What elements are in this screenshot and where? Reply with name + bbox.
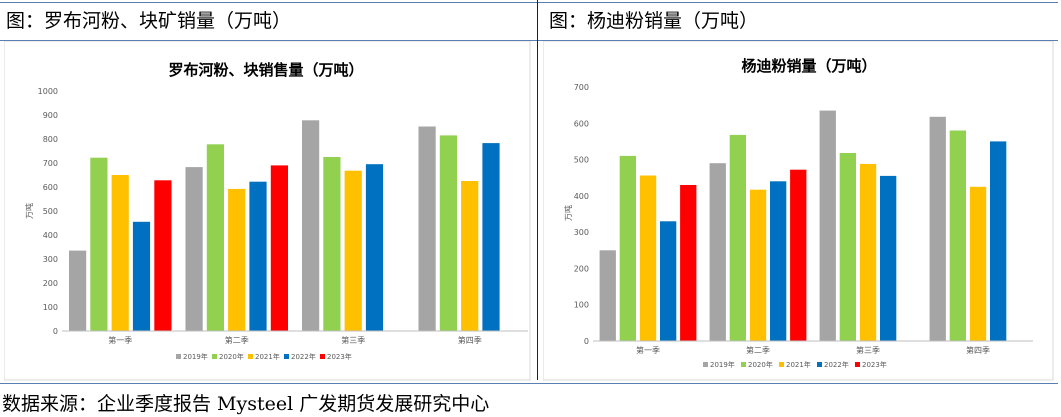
legend-swatch [855, 362, 860, 367]
bar [990, 141, 1007, 341]
bar [365, 164, 384, 331]
legend-swatch [817, 362, 822, 367]
bar [461, 181, 479, 331]
legend-label: 2019年 [183, 352, 208, 361]
y-tick-label: 300 [574, 228, 589, 237]
bar [729, 134, 746, 341]
robe-river-sales-chart: 罗布河粉、块销售量（万吨） 0 100 200 300 400 500 600 700 800 90… [4, 41, 531, 381]
chart-title: 杨迪粉销量（万吨） [741, 57, 876, 75]
bar [949, 130, 966, 341]
y-tick-label: 100 [574, 301, 589, 310]
bar [323, 157, 341, 331]
legend-swatch [176, 354, 181, 359]
x-tick-label: 第三季 [856, 345, 880, 355]
y-tick-label: 200 [43, 279, 58, 288]
legend-label: 2023年 [327, 352, 352, 361]
report-frame [0, 2, 1058, 384]
bar [270, 165, 288, 331]
bar [969, 186, 987, 341]
legend-swatch [741, 362, 746, 367]
legend-label: 2020年 [219, 352, 244, 361]
y-tick-label: 600 [43, 183, 58, 192]
y-tick-label: 800 [43, 135, 58, 144]
left-panel-title: 图：罗布河粉、块矿销量（万吨） [6, 10, 292, 32]
legend-label: 2022年 [824, 360, 849, 369]
bar [439, 135, 457, 331]
x-tick-label: 第一季 [636, 345, 660, 355]
bar [680, 185, 697, 341]
y-tick-label: 500 [43, 207, 58, 216]
bar [418, 126, 436, 331]
bar [770, 181, 787, 341]
right-panel-title: 图：杨迪粉销量（万吨） [549, 10, 759, 32]
legend-label: 2020年 [748, 360, 773, 369]
y-tick-label: 100 [43, 303, 58, 312]
bar [90, 157, 108, 331]
bar [639, 175, 657, 341]
bar [660, 221, 677, 341]
bar [132, 221, 151, 331]
y-axis-label: 万吨 [24, 203, 34, 219]
bar [880, 175, 897, 341]
y-tick-label: 300 [43, 255, 58, 264]
x-tick-label: 第一季 [108, 335, 132, 345]
legend-swatch [779, 362, 784, 367]
legend-swatch [320, 354, 325, 359]
y-tick-label: 400 [574, 192, 589, 201]
bar [749, 189, 767, 341]
bar [709, 163, 726, 341]
x-tick-label: 第三季 [341, 335, 365, 345]
legend-swatch [703, 362, 708, 367]
y-axis-label: 万吨 [563, 205, 573, 221]
y-tick-label: 700 [43, 159, 58, 168]
bar [619, 155, 636, 341]
bar [111, 175, 129, 331]
bar [859, 163, 877, 341]
legend-label: 2023年 [862, 360, 887, 369]
chart-title: 罗布河粉、块销售量（万吨） [168, 61, 363, 79]
bar [228, 188, 246, 331]
x-tick-label: 第四季 [966, 345, 990, 355]
bar [790, 169, 807, 341]
legend-label: 2021年 [786, 360, 811, 369]
bar [302, 120, 320, 331]
legend-label: 2019年 [710, 360, 735, 369]
bar [482, 143, 500, 331]
y-tick-label: 1000 [38, 87, 58, 96]
legend-label: 2022年 [291, 352, 316, 361]
bar [839, 153, 856, 341]
bar [185, 167, 203, 331]
data-source-note: 数据来源：企业季度报告 Mysteel 广发期货发展研究中心 [2, 393, 490, 415]
y-tick-label: 400 [43, 231, 58, 240]
panel-divider [537, 0, 538, 380]
legend-label: 2021年 [255, 352, 280, 361]
y-tick-label: 600 [574, 119, 589, 128]
bar [206, 144, 224, 331]
bar [69, 250, 87, 331]
bar [929, 116, 946, 341]
legend-swatch [212, 354, 217, 359]
x-tick-label: 第四季 [458, 335, 482, 345]
bar [249, 181, 267, 331]
bar [599, 250, 616, 341]
y-tick-label: 500 [574, 156, 589, 165]
y-tick-label: 900 [43, 111, 58, 120]
legend-swatch [248, 354, 253, 359]
y-tick-label: 0 [53, 327, 58, 336]
bar [819, 110, 836, 341]
y-tick-label: 700 [574, 83, 589, 92]
legend-swatch [284, 354, 289, 359]
x-tick-label: 第二季 [225, 335, 249, 345]
x-tick-label: 第二季 [746, 345, 770, 355]
bar [344, 170, 362, 331]
y-tick-label: 0 [584, 337, 589, 346]
bar [154, 180, 172, 331]
y-tick-label: 200 [574, 264, 589, 273]
